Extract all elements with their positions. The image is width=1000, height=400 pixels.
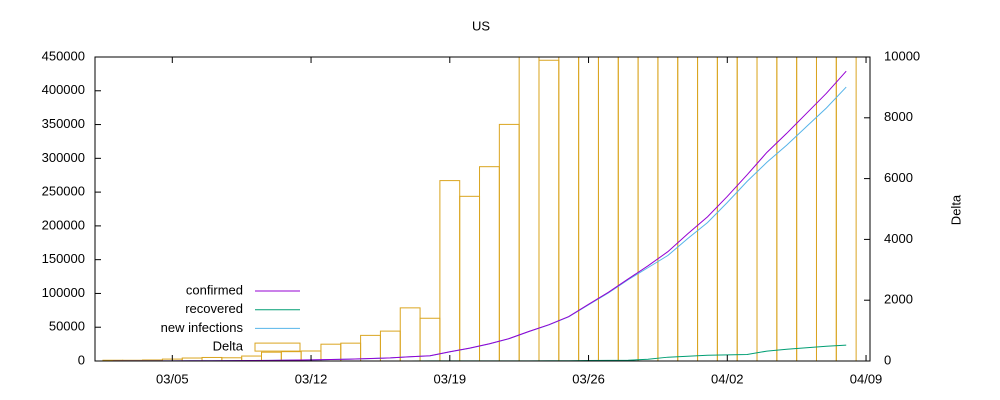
y-tick-label: 100000: [42, 285, 85, 300]
y-tick-label: 50000: [49, 319, 85, 334]
y-tick-label: 0: [78, 352, 85, 367]
y2-tick-label: 8000: [884, 109, 913, 124]
legend-label: confirmed: [186, 282, 243, 297]
x-tick-label: 03/12: [295, 371, 328, 386]
y2-axis-label: Delta: [948, 194, 963, 225]
y-tick-label: 300000: [42, 150, 85, 165]
y-tick-label: 350000: [42, 116, 85, 131]
x-tick-label: 03/05: [156, 371, 189, 386]
x-tick-label: 03/26: [572, 371, 605, 386]
y-tick-label: 400000: [42, 82, 85, 97]
x-tick-label: 04/09: [850, 371, 883, 386]
y-tick-label: 150000: [42, 251, 85, 266]
x-tick-label: 03/19: [434, 371, 467, 386]
legend-label: recovered: [185, 301, 243, 316]
y2-tick-label: 6000: [884, 170, 913, 185]
legend-label: Delta: [213, 339, 244, 354]
legend-label: new infections: [161, 320, 244, 335]
plot-frame: [94, 56, 871, 362]
y2-tick-label: 10000: [884, 48, 920, 63]
y2-tick-label: 2000: [884, 292, 913, 307]
x-tick-label: 04/02: [711, 371, 744, 386]
y2-tick-label: 4000: [884, 231, 913, 246]
chart-title: US: [472, 18, 490, 33]
y-tick-label: 200000: [42, 217, 85, 232]
y-tick-label: 250000: [42, 184, 85, 199]
y-tick-label: 450000: [42, 48, 85, 63]
legend-swatch: [254, 342, 301, 352]
y2-tick-label: 0: [884, 352, 891, 367]
